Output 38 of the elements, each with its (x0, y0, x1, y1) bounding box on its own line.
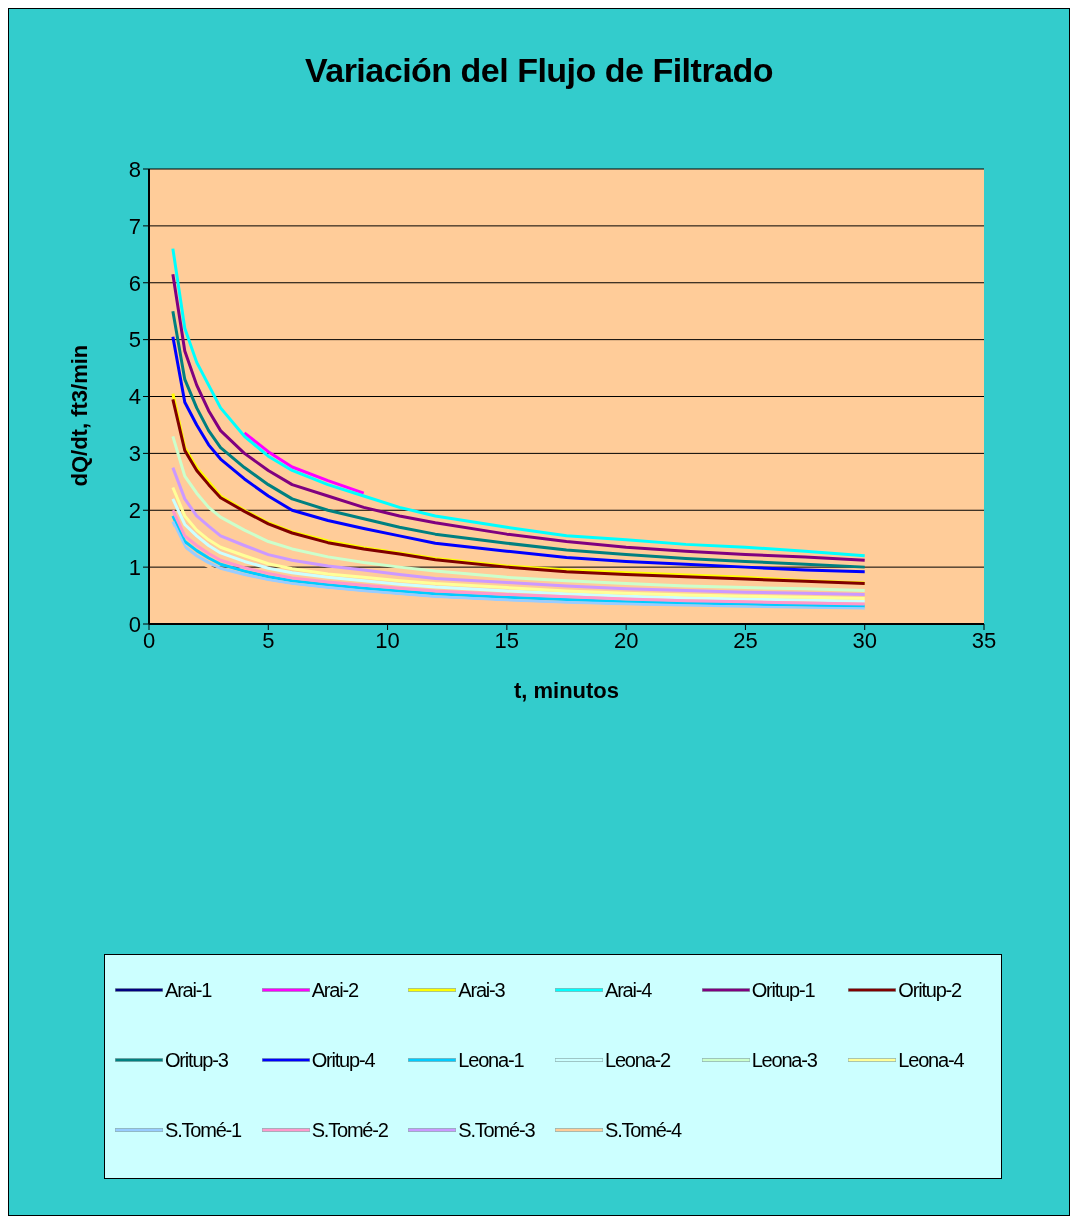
legend-label: S.Tomé-3 (458, 1118, 535, 1142)
x-tick-label: 25 (733, 627, 758, 653)
legend-label: Leona-1 (458, 1048, 524, 1072)
line-series (242, 431, 366, 495)
legend-label: Arai-4 (605, 978, 652, 1002)
x-tick-label: 30 (852, 627, 877, 653)
x-tick-label: 15 (494, 627, 520, 653)
y-tick-label: 3 (128, 441, 141, 467)
x-tick-label: 20 (613, 627, 639, 653)
legend-label: S.Tomé-4 (605, 1118, 681, 1142)
y-tick-label: 2 (128, 498, 141, 524)
x-axis-title: t, minutos (513, 677, 620, 703)
legend-label: Arai-2 (311, 978, 358, 1002)
y-tick-label: 0 (128, 611, 141, 637)
y-tick-label: 1 (128, 554, 141, 580)
y-tick-label: 8 (128, 156, 141, 182)
legend-label: Leona-2 (605, 1048, 670, 1072)
y-tick-label: 6 (128, 270, 141, 296)
line-series (171, 466, 867, 596)
legend-label: Oritup-4 (311, 1048, 375, 1072)
x-tick-label: 35 (971, 627, 997, 653)
line-series (171, 434, 867, 592)
legend-label: Oritup-1 (751, 978, 815, 1002)
x-tick-label: 5 (262, 627, 275, 653)
y-tick-label: 4 (128, 384, 141, 410)
legend-label: Oritup-3 (165, 1048, 228, 1072)
legend-label: Arai-1 (165, 978, 212, 1002)
legend-label: S.Tomé-1 (165, 1118, 241, 1142)
legend-label: Leona-3 (751, 1048, 817, 1072)
x-tick-label: 10 (375, 627, 400, 653)
y-axis-title: dQ/dt, ft3/min (66, 344, 92, 487)
legend-label: S.Tomé-2 (311, 1118, 388, 1142)
chart-title: Variación del Flujo de Filtrado (303, 51, 775, 90)
legend-label: Oritup-2 (898, 978, 961, 1002)
legend-label: Leona-4 (898, 1048, 964, 1072)
y-tick-label: 7 (128, 213, 141, 239)
y-tick-label: 5 (128, 327, 141, 353)
legend-label: Arai-3 (458, 978, 505, 1002)
